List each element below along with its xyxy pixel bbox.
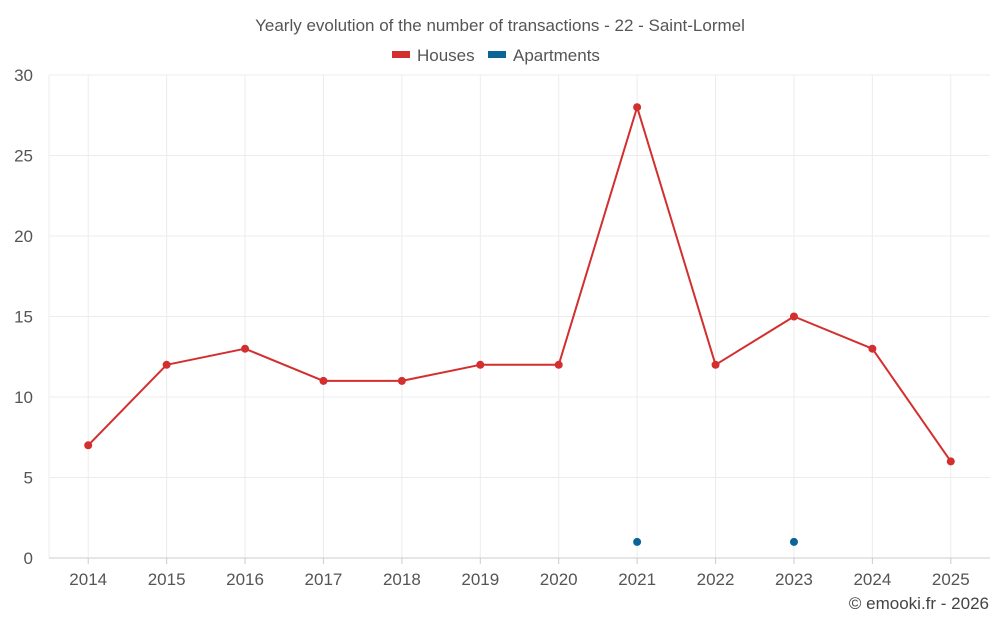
x-tick-label: 2014 <box>69 570 107 589</box>
data-point-houses[interactable] <box>241 344 250 353</box>
chart-title: Yearly evolution of the number of transa… <box>255 16 745 35</box>
data-point-houses[interactable] <box>319 376 328 385</box>
data-point-houses[interactable] <box>84 441 93 450</box>
legend-item-houses[interactable]: Houses <box>392 46 475 65</box>
x-tick-label: 2024 <box>853 570 891 589</box>
y-tick-label: 5 <box>24 469 33 488</box>
data-point-houses[interactable] <box>397 376 406 385</box>
data-point-houses[interactable] <box>476 360 485 369</box>
legend-label-houses: Houses <box>417 46 475 65</box>
x-tick-label: 2022 <box>697 570 735 589</box>
y-tick-label: 30 <box>14 66 33 85</box>
y-tick-label: 10 <box>14 388 33 407</box>
y-tick-label: 0 <box>24 549 33 568</box>
x-tick-label: 2016 <box>226 570 264 589</box>
series-houses <box>84 103 955 466</box>
x-tick-label: 2018 <box>383 570 421 589</box>
credit-text: © emooki.fr - 2026 <box>849 594 989 613</box>
legend-swatch-houses <box>392 51 410 58</box>
x-tick-label: 2019 <box>461 570 499 589</box>
legend-item-apartments[interactable]: Apartments <box>488 46 600 65</box>
x-tick-label: 2017 <box>305 570 343 589</box>
legend: Houses Apartments <box>392 46 600 65</box>
data-point-apartments[interactable] <box>633 537 642 546</box>
x-tick-label: 2021 <box>618 570 656 589</box>
y-tick-label: 20 <box>14 227 33 246</box>
data-point-apartments[interactable] <box>789 537 798 546</box>
x-tick-label: 2025 <box>932 570 970 589</box>
series <box>84 103 955 546</box>
data-point-houses[interactable] <box>162 360 171 369</box>
data-point-houses[interactable] <box>946 457 955 466</box>
x-tick-label: 2020 <box>540 570 578 589</box>
data-point-houses[interactable] <box>633 103 642 112</box>
y-tick-label: 25 <box>14 147 33 166</box>
series-line-houses <box>87 106 952 462</box>
data-point-houses[interactable] <box>554 360 563 369</box>
legend-swatch-apartments <box>488 51 506 58</box>
data-point-houses[interactable] <box>711 360 720 369</box>
legend-label-apartments: Apartments <box>513 46 600 65</box>
grid <box>49 74 990 558</box>
data-point-houses[interactable] <box>789 312 798 321</box>
y-tick-label: 15 <box>14 308 33 327</box>
series-apartments <box>633 537 798 546</box>
data-point-houses[interactable] <box>868 344 877 353</box>
x-tick-label: 2023 <box>775 570 813 589</box>
x-tick-label: 2015 <box>148 570 186 589</box>
